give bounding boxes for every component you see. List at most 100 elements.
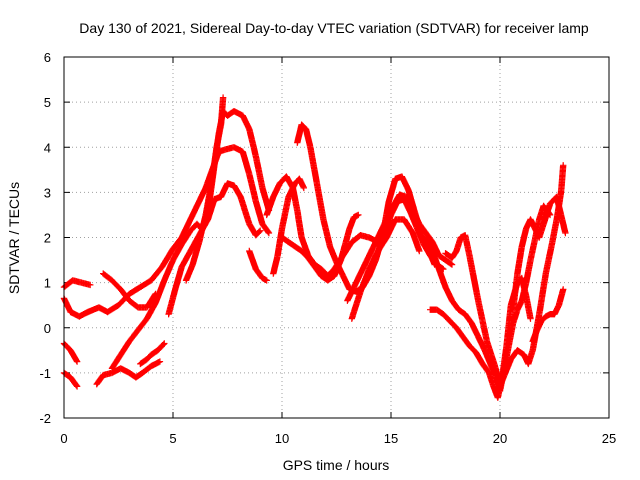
x-tick-label: 25 <box>602 431 616 446</box>
data-point <box>257 227 264 234</box>
data-point <box>156 358 164 365</box>
y-tick-label: -2 <box>39 411 51 426</box>
y-tick-label: 0 <box>44 321 51 336</box>
series-track-2 <box>60 144 273 320</box>
data-point <box>169 235 185 252</box>
data-point <box>84 304 101 316</box>
data-point <box>307 144 320 186</box>
data-point <box>435 252 448 263</box>
data-point <box>246 247 259 272</box>
data-point <box>560 162 567 169</box>
data-point <box>165 287 179 318</box>
y-tick-label: 5 <box>44 95 51 110</box>
data-point <box>466 342 479 355</box>
data-point <box>472 349 486 366</box>
series-track-15 <box>278 211 362 284</box>
data-point <box>403 193 416 213</box>
chart-title: Day 130 of 2021, Sidereal Day-to-day VTE… <box>79 20 589 36</box>
series-track-10 <box>182 94 227 284</box>
data-point <box>305 254 318 269</box>
plot-frame <box>63 56 610 419</box>
data-point <box>409 207 422 226</box>
data-point <box>326 243 340 265</box>
data-point <box>529 327 540 345</box>
data-point <box>331 258 344 280</box>
data-point <box>73 358 81 365</box>
data-point <box>527 315 534 322</box>
data-point <box>542 240 556 277</box>
data-point <box>525 348 536 368</box>
y-tick-label: 3 <box>44 185 51 200</box>
data-point <box>213 122 224 151</box>
data-point <box>376 217 390 237</box>
data-point <box>357 258 370 277</box>
tick-labels: 0 5 10 15 20 25 -2 -1 0 1 2 3 4 5 6 <box>39 50 616 446</box>
data-point <box>202 176 216 219</box>
data-point <box>137 356 150 368</box>
data-point <box>363 244 377 264</box>
y-tick-label: 1 <box>44 276 51 291</box>
data-point <box>209 145 220 182</box>
series-track-1 <box>60 277 94 291</box>
data-point <box>239 112 252 132</box>
series-track-6 <box>108 108 273 372</box>
data-point <box>481 347 494 369</box>
x-tick-label: 15 <box>384 431 398 446</box>
data-point <box>311 263 324 279</box>
series-track-7 <box>137 340 168 368</box>
data-point <box>252 265 265 281</box>
data-point <box>400 216 416 236</box>
data-point <box>536 222 547 241</box>
data-point <box>346 215 357 232</box>
data-point <box>355 211 362 219</box>
data-point <box>108 352 124 372</box>
data-point <box>339 272 353 292</box>
data-point <box>217 95 227 128</box>
data-point <box>230 182 244 200</box>
data-point <box>139 363 154 377</box>
data-point <box>270 253 281 277</box>
data-point <box>117 286 132 303</box>
x-tick-label: 10 <box>275 431 289 446</box>
y-tick-label: 2 <box>44 231 51 246</box>
data-point <box>422 234 436 254</box>
data-point <box>429 238 442 258</box>
data-point <box>448 261 456 268</box>
data-point <box>217 181 231 201</box>
data-point <box>453 324 466 339</box>
data-point <box>370 230 383 250</box>
data-point <box>196 185 209 205</box>
data-point <box>350 271 364 291</box>
data-point <box>514 244 525 277</box>
data-point <box>468 320 481 339</box>
data-point <box>475 297 486 323</box>
data-point <box>152 278 167 307</box>
data-point <box>383 217 398 241</box>
data-point <box>187 199 202 223</box>
data-point <box>320 216 333 249</box>
data-point <box>237 193 253 226</box>
data-point <box>154 341 167 354</box>
data-point <box>557 211 569 235</box>
data-point <box>134 316 150 334</box>
data-point <box>143 291 159 311</box>
x-axis-label: GPS time / hours <box>283 457 390 473</box>
data-point <box>100 270 115 283</box>
y-axis-label: SDTVAR / TECUs <box>6 182 22 294</box>
data-point <box>263 277 270 284</box>
data-point <box>126 297 141 310</box>
data-point <box>518 226 530 250</box>
x-tick-label: 5 <box>169 431 176 446</box>
data-point <box>265 229 273 237</box>
data-point <box>337 242 349 264</box>
data-point <box>416 220 429 236</box>
data-point <box>161 340 168 347</box>
data-point <box>440 311 453 324</box>
data-point <box>182 262 196 284</box>
data-point <box>252 153 266 190</box>
data-point <box>538 314 549 325</box>
data-point <box>536 271 549 318</box>
data-point <box>204 197 218 223</box>
data-point <box>523 293 534 321</box>
data-point <box>488 351 499 371</box>
